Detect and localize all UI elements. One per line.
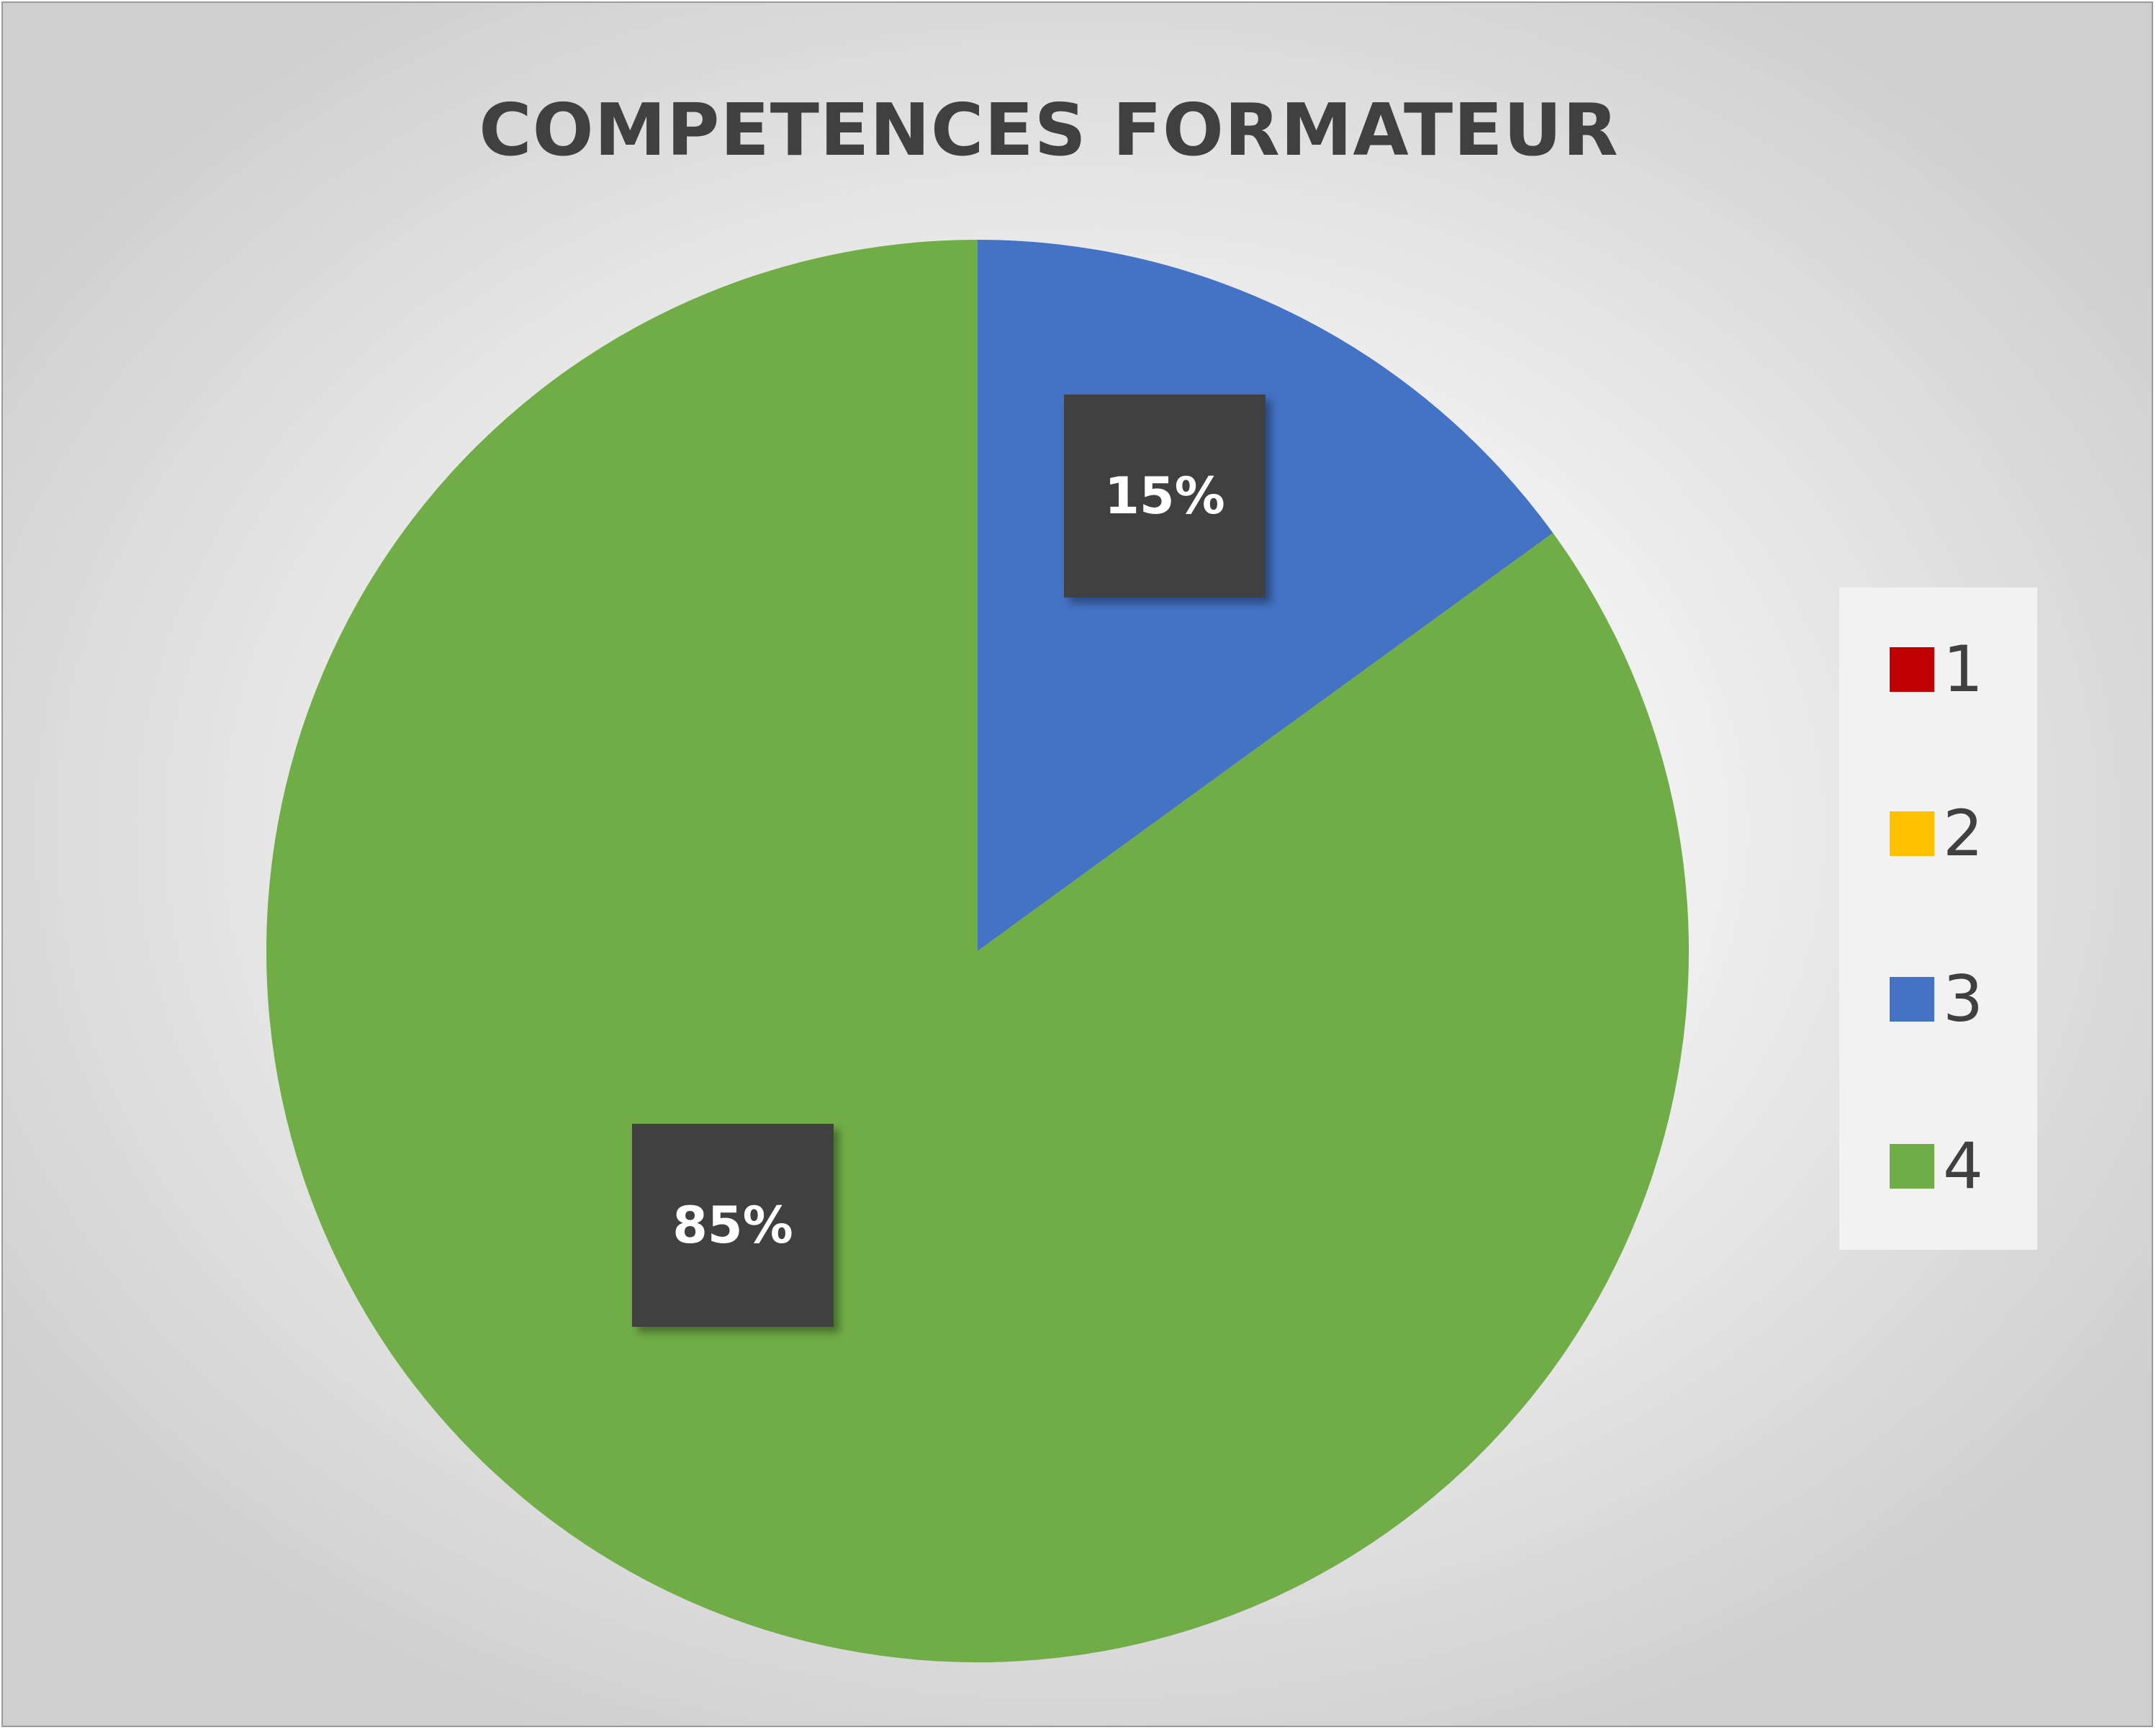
- data-label-slice-3: 15%: [1064, 395, 1266, 598]
- legend-swatch-3: [1890, 977, 1934, 1022]
- data-label-slice-4: 85%: [632, 1124, 834, 1327]
- legend-label-3: 3: [1943, 962, 1983, 1036]
- pie-slice-4: [266, 240, 1690, 1663]
- legend-item-2: 2: [1890, 794, 1983, 873]
- legend-label-1: 1: [1943, 632, 1983, 706]
- legend-item-1: 1: [1890, 630, 1983, 709]
- legend-swatch-4: [1890, 1144, 1934, 1189]
- chart-title: COMPETENCES FORMATEUR: [479, 88, 1619, 172]
- legend-label-4: 4: [1943, 1129, 1983, 1203]
- legend-swatch-2: [1890, 811, 1934, 856]
- legend-label-2: 2: [1943, 796, 1983, 870]
- legend-swatch-1: [1890, 647, 1934, 692]
- legend: 1 2 3 4: [1839, 587, 2037, 1250]
- pie-chart: [266, 240, 1690, 1663]
- legend-item-4: 4: [1890, 1127, 1983, 1206]
- legend-item-3: 3: [1890, 960, 1983, 1039]
